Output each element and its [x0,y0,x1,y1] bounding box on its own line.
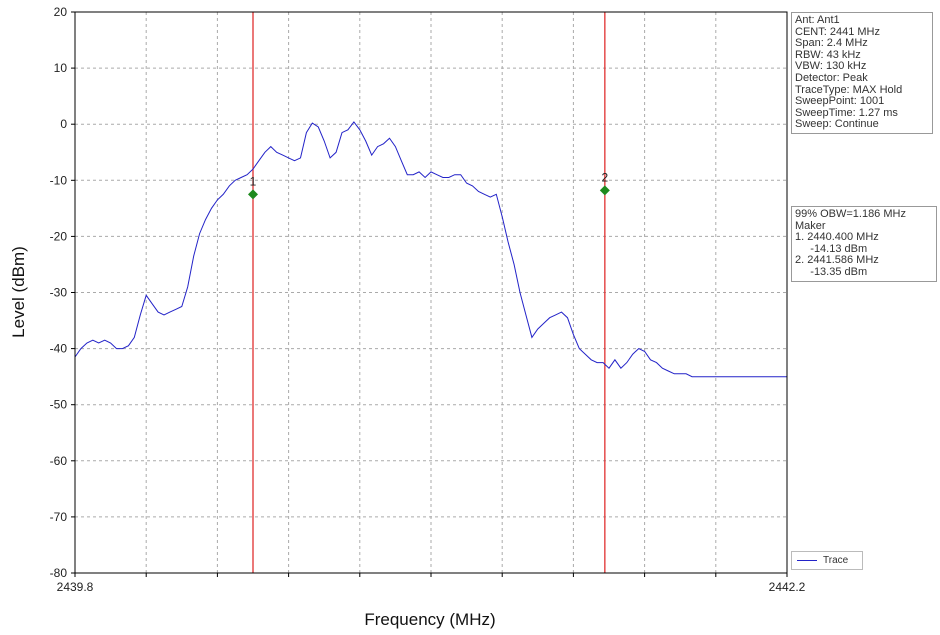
settings-line: CENT: 2441 MHz [795,25,880,38]
marker-vertical-lines [252,12,606,573]
settings-line: Span: 2.4 MHz [795,37,868,50]
x-tick-label: 2442.2 [769,580,806,594]
trace-line [74,121,787,378]
grid-lines [75,12,787,573]
y-tick-label: -50 [50,398,68,412]
y-tick-label: -80 [50,566,68,580]
marker-number-label: 2 [602,170,609,184]
x-axis-ticks: 2439.8 2442.2 [57,573,806,594]
y-axis-label: Level (dBm) [9,246,28,338]
settings-line: SweepTime: 1.27 ms [795,106,898,119]
legend-label: Trace [823,555,849,566]
y-tick-label: -30 [50,286,68,300]
legend-swatch [797,560,817,561]
marker-readout-line: Maker [795,219,826,232]
settings-line: SweepPoint: 1001 [795,95,885,108]
marker-diamond [599,185,610,196]
marker-number-label: 1 [250,174,257,188]
y-tick-label: -10 [50,173,68,187]
settings-line: Ant: Ant1 [795,14,840,26]
y-tick-label: 20 [54,5,68,19]
settings-line: RBW: 43 kHz [795,48,861,61]
marker-readout-line: -13.35 dBm [795,265,868,278]
settings-line: VBW: 130 kHz [795,60,867,73]
marker-readout-box: 99% OBW=1.186 MHz Maker 1. 2440.400 MHz … [791,206,937,282]
settings-line: Sweep: Continue [795,118,879,131]
y-tick-label: -40 [50,342,68,356]
y-tick-label: 0 [60,117,67,131]
marker-readout-line: 1. 2440.400 MHz [795,231,879,244]
settings-box: Ant: Ant1 CENT: 2441 MHz Span: 2.4 MHz R… [791,12,933,134]
settings-line: TraceType: MAX Hold [795,83,903,96]
legend: Trace [791,551,863,570]
marker-readout-line: 99% OBW=1.186 MHz [795,208,906,220]
y-tick-label: -20 [50,229,68,243]
marker-diamond [248,189,258,200]
marker-readout-line: -14.13 dBm [795,242,868,255]
settings-line: Detector: Peak [795,71,868,84]
y-tick-label: -60 [50,454,68,468]
y-axis-ticks: 20 10 0 -10 -20 -30 -40 -50 -60 -70 -80 [50,5,75,580]
x-tick-label: 2439.8 [57,580,94,594]
y-tick-label: -70 [50,510,68,524]
x-axis-label: Frequency (MHz) [364,610,495,629]
marker-readout-line: 2. 2441.586 MHz [795,254,879,267]
y-tick-label: 10 [54,61,68,75]
